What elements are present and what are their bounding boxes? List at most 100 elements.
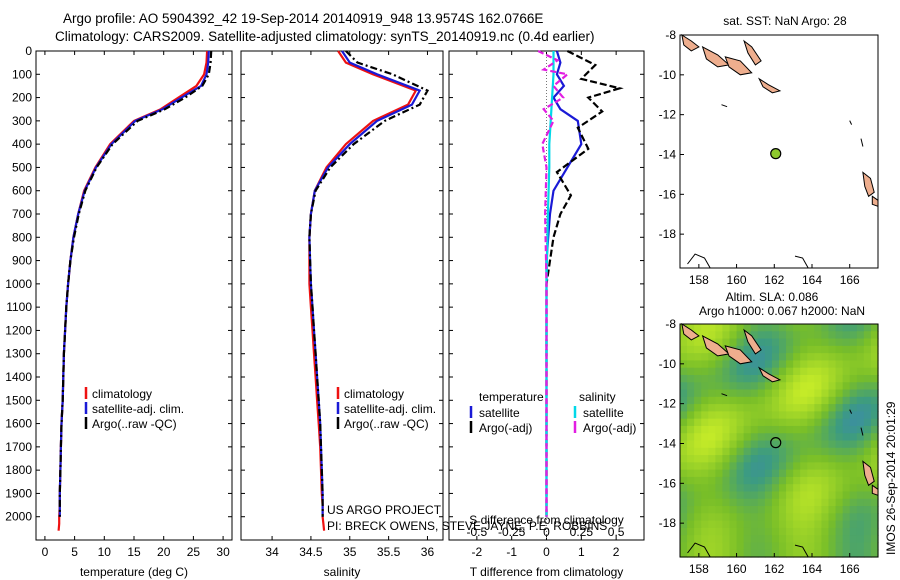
sla-heatmap-cell: [757, 447, 766, 456]
sla-heatmap-cell: [821, 338, 830, 347]
sla-heatmap-cell: [849, 353, 858, 362]
sla-heatmap-cell: [708, 331, 716, 340]
sla-heatmap-cell: [828, 498, 837, 507]
sla-heatmap-cell: [870, 367, 879, 376]
sla-heatmap-cell: [687, 367, 695, 376]
y-tick-label: 600: [12, 184, 32, 198]
y-tick-label: 500: [12, 160, 32, 174]
sla-heatmap-cell: [835, 382, 844, 391]
sla-heatmap-cell: [870, 513, 879, 522]
legend-label: Argo(-adj): [479, 421, 532, 435]
sla-heatmap-cell: [708, 535, 716, 544]
sla-heatmap-cell: [870, 506, 879, 514]
sla-heatmap-cell: [750, 498, 759, 507]
x-tick-label: 34.5: [299, 545, 323, 559]
sla-heatmap-cell: [870, 469, 879, 478]
series-line-satellite-adj-clim-: [58, 50, 210, 517]
sla-heatmap-cell: [807, 418, 815, 427]
sla-heatmap-cell: [793, 462, 801, 471]
sla-heatmap-cell: [771, 425, 780, 434]
sla-heatmap-cell: [715, 527, 724, 536]
sla-heatmap-cell: [701, 433, 709, 442]
map-x-tick-label: 160: [727, 273, 747, 287]
sla-heatmap-cell: [856, 542, 865, 551]
sla-heatmap-cell: [835, 476, 844, 485]
sla-heatmap-cell: [814, 338, 823, 347]
sla-heatmap-cell: [736, 527, 745, 536]
sla-heatmap-cell: [743, 411, 752, 420]
sla-heatmap-cell: [842, 418, 851, 427]
x2-tick-label: 0.5: [608, 525, 625, 539]
sla-heatmap-cell: [722, 331, 731, 340]
sla-heatmap-cell: [786, 331, 794, 340]
sla-heatmap-cell: [687, 513, 695, 522]
sla-heatmap-cell: [743, 360, 752, 369]
sla-heatmap-cell: [764, 535, 773, 544]
sla-heatmap-cell: [680, 549, 688, 558]
sla-heatmap-cell: [793, 447, 801, 456]
sla-heatmap-cell: [687, 535, 695, 544]
reef-line: [860, 138, 864, 147]
map-x-tick-label: 162: [764, 562, 784, 576]
sla-heatmap-cell: [743, 469, 752, 478]
sla-heatmap-cell: [764, 360, 773, 369]
sla-heatmap-cell: [701, 542, 709, 551]
sla-heatmap-cell: [800, 360, 808, 369]
sla-heatmap-cell: [680, 433, 688, 442]
sla-heatmap-cell: [835, 469, 844, 478]
sla-heatmap-cell: [694, 353, 702, 362]
map-y-tick-label: -16: [659, 187, 677, 201]
sla-heatmap-cell: [729, 374, 738, 383]
sla-heatmap-cell: [694, 324, 702, 332]
sla-heatmap-cell: [743, 527, 752, 536]
sla-heatmap-cell: [849, 455, 858, 463]
sla-heatmap-cell: [842, 389, 851, 398]
sla-heatmap-cell: [793, 338, 801, 347]
sla-heatmap-cell: [786, 404, 794, 412]
sla-heatmap-cell: [828, 396, 837, 405]
sla-heatmap-cell: [729, 513, 738, 522]
y-tick-label: 2000: [5, 510, 32, 524]
sla-heatmap-cell: [701, 484, 709, 493]
sla-heatmap-cell: [694, 520, 702, 529]
sla-heatmap-cell: [800, 404, 808, 412]
map-x-tick-label: 158: [689, 273, 709, 287]
sla-heatmap-cell: [863, 360, 872, 369]
legend-title: salinity: [579, 390, 616, 404]
sla-heatmap-cell: [729, 331, 738, 340]
sla-heatmap-cell: [750, 462, 759, 471]
sla-heatmap-cell: [771, 455, 780, 463]
sla-heatmap-cell: [708, 527, 716, 536]
sla-heatmap-cell: [715, 389, 724, 398]
sla-heatmap-cell: [750, 469, 759, 478]
x-axis-label: T difference from climatology: [470, 565, 624, 579]
sla-heatmap-cell: [842, 404, 851, 412]
sla-heatmap-cell: [856, 418, 865, 427]
sla-heatmap-cell: [821, 324, 830, 332]
sla-heatmap-cell: [743, 476, 752, 485]
sla-heatmap-cell: [835, 506, 844, 514]
sla-heatmap-cell: [729, 382, 738, 391]
sla-heatmap-cell: [680, 535, 688, 544]
sla-heatmap-cell: [729, 491, 738, 500]
sla-heatmap-cell: [814, 542, 823, 551]
sla-heatmap-cell: [870, 535, 879, 544]
sla-heatmap-cell: [729, 498, 738, 507]
sla-heatmap-cell: [708, 425, 716, 434]
sla-heatmap-cell: [694, 462, 702, 471]
sla-heatmap-cell: [779, 498, 787, 507]
sla-heatmap-cell: [729, 469, 738, 478]
sla-heatmap-cell: [779, 418, 787, 427]
sla-heatmap-cell: [821, 418, 830, 427]
sla-heatmap-cell: [736, 462, 745, 471]
sla-heatmap-cell: [842, 520, 851, 529]
sla-heatmap-cell: [757, 484, 766, 493]
sla-heatmap-cell: [694, 455, 702, 463]
sla-heatmap-cell: [736, 506, 745, 514]
sla-heatmap-cell: [680, 345, 688, 354]
sla-heatmap-cell: [807, 353, 815, 362]
sla-heatmap-cell: [856, 535, 865, 544]
sla-heatmap-cell: [786, 527, 794, 536]
sla-heatmap-cell: [694, 360, 702, 369]
sla-heatmap-cell: [779, 447, 787, 456]
